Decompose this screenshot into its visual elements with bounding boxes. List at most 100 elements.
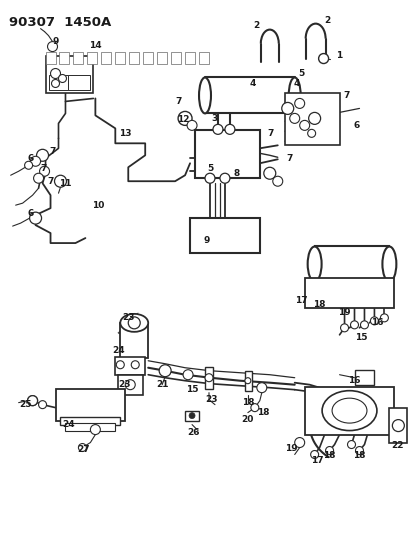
Text: 20: 20 bbox=[241, 415, 254, 424]
Text: 25: 25 bbox=[19, 400, 32, 409]
Circle shape bbox=[307, 130, 315, 138]
Circle shape bbox=[29, 212, 41, 224]
Ellipse shape bbox=[120, 314, 148, 332]
Bar bbox=[284, 93, 339, 146]
Circle shape bbox=[28, 395, 38, 406]
Circle shape bbox=[55, 175, 66, 187]
Circle shape bbox=[325, 447, 333, 455]
Bar bbox=[73, 52, 83, 63]
Bar bbox=[185, 52, 195, 63]
Bar bbox=[304, 386, 394, 434]
Text: 15: 15 bbox=[185, 385, 198, 394]
Bar bbox=[199, 52, 209, 63]
Text: 18: 18 bbox=[241, 398, 254, 407]
Circle shape bbox=[244, 378, 250, 384]
Circle shape bbox=[78, 443, 86, 451]
Text: 14: 14 bbox=[89, 41, 102, 50]
Circle shape bbox=[380, 314, 387, 322]
Text: 9: 9 bbox=[203, 236, 210, 245]
Text: 7: 7 bbox=[49, 147, 56, 156]
Text: 7: 7 bbox=[342, 91, 349, 100]
Circle shape bbox=[272, 176, 282, 186]
Circle shape bbox=[116, 361, 124, 369]
Text: 13: 13 bbox=[119, 129, 131, 138]
Text: 6: 6 bbox=[27, 208, 33, 217]
Bar bbox=[120, 323, 148, 358]
Text: 15: 15 bbox=[354, 333, 367, 342]
Circle shape bbox=[256, 383, 266, 393]
Text: 26: 26 bbox=[186, 428, 199, 437]
Circle shape bbox=[294, 438, 304, 448]
Ellipse shape bbox=[321, 391, 376, 431]
Bar bbox=[171, 52, 180, 63]
Bar bbox=[115, 52, 125, 63]
Circle shape bbox=[318, 53, 328, 63]
Circle shape bbox=[294, 99, 304, 108]
Circle shape bbox=[128, 317, 140, 329]
Text: 5: 5 bbox=[206, 164, 213, 173]
Circle shape bbox=[355, 447, 363, 455]
Circle shape bbox=[24, 161, 33, 169]
Text: 4: 4 bbox=[249, 79, 255, 88]
Circle shape bbox=[47, 42, 57, 52]
Ellipse shape bbox=[288, 77, 300, 114]
Text: 3: 3 bbox=[211, 114, 218, 123]
Text: 7: 7 bbox=[40, 164, 47, 173]
Bar bbox=[244, 371, 251, 391]
Ellipse shape bbox=[307, 247, 321, 281]
Bar bbox=[129, 52, 139, 63]
Text: 24: 24 bbox=[62, 420, 75, 429]
Circle shape bbox=[189, 413, 195, 418]
Text: 17: 17 bbox=[311, 456, 323, 465]
Circle shape bbox=[51, 79, 59, 87]
Circle shape bbox=[38, 401, 46, 409]
Circle shape bbox=[131, 361, 139, 369]
Text: 18: 18 bbox=[256, 408, 268, 417]
Text: 16: 16 bbox=[370, 318, 383, 327]
Circle shape bbox=[28, 395, 38, 406]
Text: 90307  1450A: 90307 1450A bbox=[9, 15, 111, 29]
Text: 22: 22 bbox=[390, 441, 403, 450]
Circle shape bbox=[212, 124, 223, 134]
Bar bbox=[55, 389, 125, 421]
Bar bbox=[204, 367, 212, 389]
Bar bbox=[143, 52, 153, 63]
Bar bbox=[389, 408, 406, 442]
Bar bbox=[304, 278, 394, 308]
Circle shape bbox=[360, 321, 368, 329]
Circle shape bbox=[40, 166, 50, 176]
Circle shape bbox=[308, 112, 320, 124]
Circle shape bbox=[204, 173, 214, 183]
Circle shape bbox=[299, 120, 309, 131]
Text: 21: 21 bbox=[156, 380, 168, 389]
Ellipse shape bbox=[331, 398, 366, 423]
Circle shape bbox=[289, 114, 299, 123]
Text: 6: 6 bbox=[353, 121, 359, 130]
Circle shape bbox=[340, 324, 348, 332]
Text: 8: 8 bbox=[233, 169, 240, 177]
Text: 18: 18 bbox=[352, 451, 365, 460]
Circle shape bbox=[219, 173, 229, 183]
Circle shape bbox=[58, 75, 66, 83]
Circle shape bbox=[90, 425, 100, 434]
Bar bbox=[118, 375, 143, 394]
Bar bbox=[48, 76, 68, 91]
Circle shape bbox=[125, 379, 135, 390]
Text: 7: 7 bbox=[267, 129, 273, 138]
Bar bbox=[59, 52, 69, 63]
Text: 18: 18 bbox=[313, 301, 325, 309]
Text: 1: 1 bbox=[336, 51, 342, 60]
Circle shape bbox=[263, 167, 275, 179]
Bar bbox=[195, 131, 259, 178]
Circle shape bbox=[224, 124, 234, 134]
Text: 2: 2 bbox=[253, 21, 259, 30]
Circle shape bbox=[204, 374, 212, 382]
Bar bbox=[60, 417, 120, 425]
Bar bbox=[65, 423, 115, 431]
Bar bbox=[185, 410, 199, 421]
Text: 5: 5 bbox=[298, 69, 304, 78]
Bar bbox=[115, 357, 145, 375]
Circle shape bbox=[183, 370, 192, 379]
Text: 9: 9 bbox=[52, 37, 59, 46]
Circle shape bbox=[347, 441, 355, 449]
